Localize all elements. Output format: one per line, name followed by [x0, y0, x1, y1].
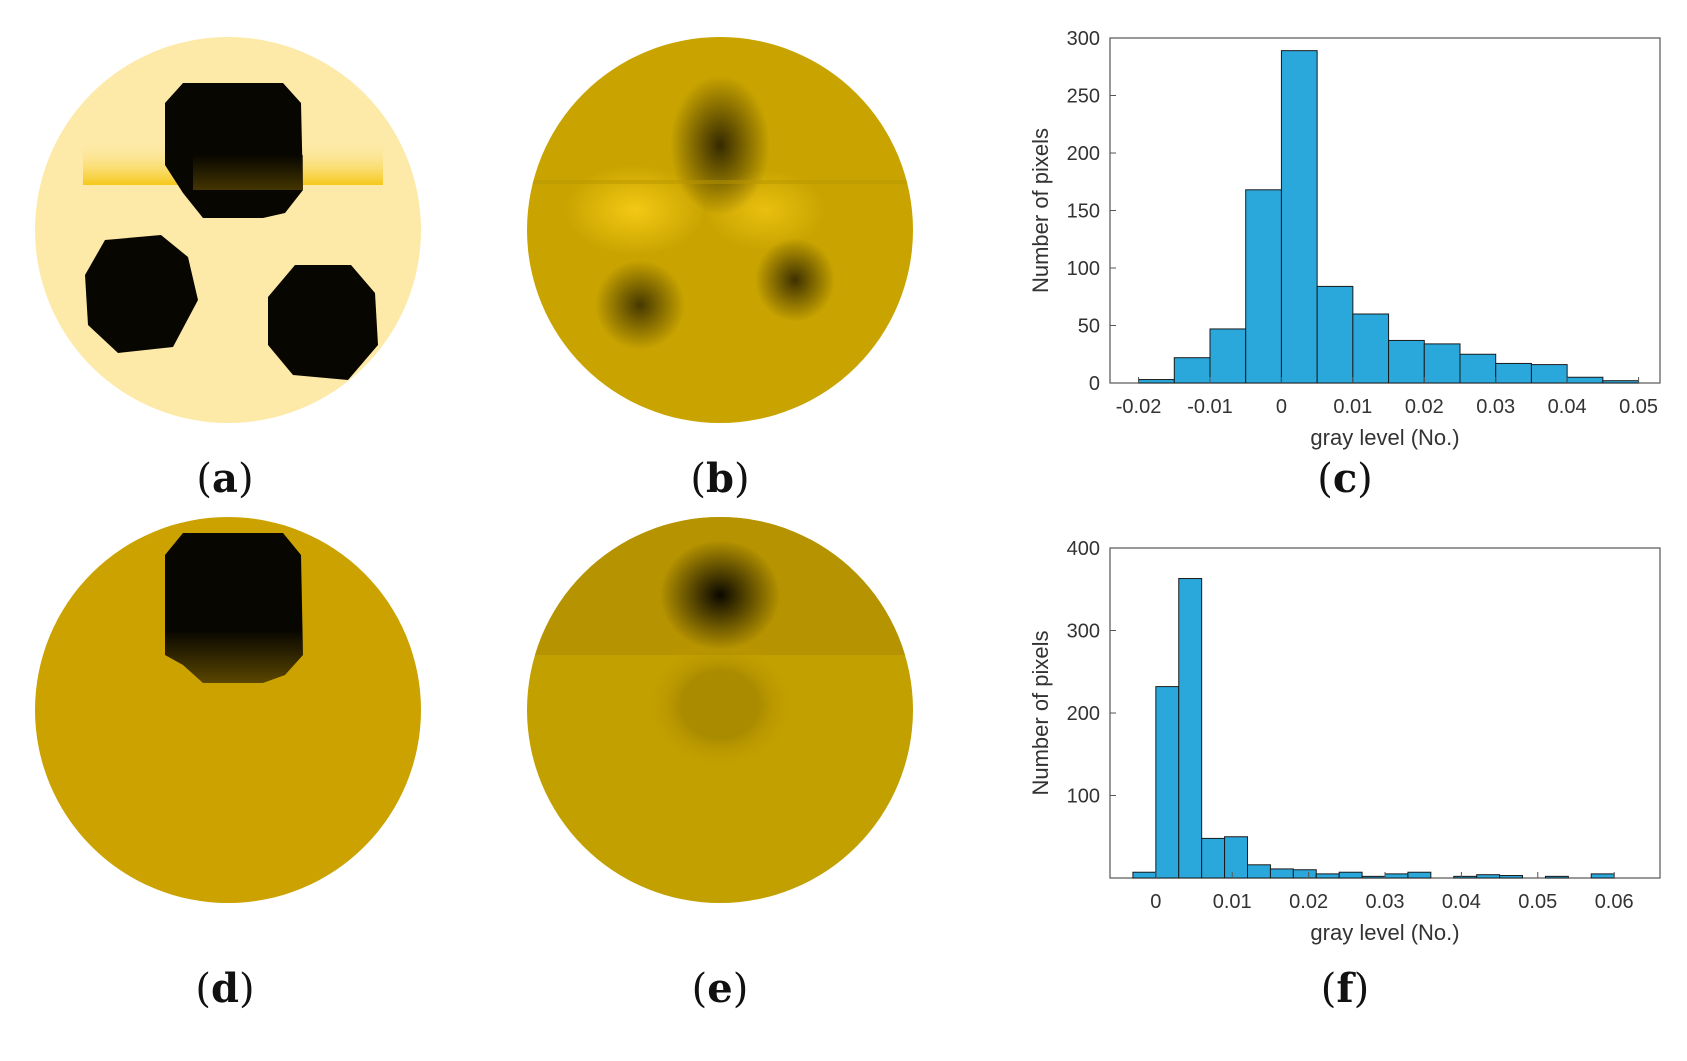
histogram-bar [1338, 871, 1363, 879]
inclusion-left [85, 235, 198, 353]
x-tick-label: 0.04 [1548, 396, 1587, 418]
y-tick-label: 400 [1067, 538, 1100, 560]
histogram-bar [1280, 50, 1318, 384]
y-tick-label: 150 [1067, 201, 1100, 223]
caption-d: (d) [195, 965, 255, 1012]
histogram-bar [1544, 875, 1569, 879]
histogram-bar [1388, 339, 1425, 384]
caption-b: (b) [690, 455, 750, 502]
inclusion-right [268, 265, 378, 380]
x-axis-label: gray level (No.) [1310, 920, 1459, 945]
histogram-bar [1384, 873, 1409, 879]
caption-c: (c) [1317, 455, 1373, 502]
x-tick-label: 0.03 [1476, 396, 1515, 418]
caption-letter: a [212, 455, 238, 502]
histogram-bar [1132, 871, 1157, 879]
x-tick-label: 0 [1150, 891, 1161, 913]
x-tick-label: 0.06 [1595, 891, 1634, 913]
histogram-bar [1453, 875, 1478, 879]
histogram-bar [1459, 353, 1497, 384]
phantom-image-a [35, 37, 421, 423]
histogram-bar [1173, 357, 1211, 384]
caption-e: (e) [691, 965, 749, 1012]
histogram-bar [1209, 328, 1247, 384]
phantom-image-d [35, 517, 421, 903]
histogram-bar [1495, 362, 1532, 384]
y-tick-label: 50 [1078, 316, 1100, 338]
histogram-bar [1292, 869, 1317, 879]
inclusion-top-d [165, 533, 303, 683]
caption-letter: c [1332, 455, 1358, 502]
histogram-bar [1138, 379, 1175, 384]
histogram-bar [1566, 376, 1604, 384]
x-tick-label: 0.03 [1366, 891, 1405, 913]
histogram-bar [1530, 364, 1568, 384]
histogram-bar [1269, 868, 1294, 879]
y-tick-label: 300 [1067, 28, 1100, 50]
y-tick-label: 100 [1067, 258, 1100, 280]
histogram-bar [1201, 837, 1226, 879]
y-tick-label: 0 [1089, 373, 1100, 395]
caption-letter: b [706, 455, 734, 502]
x-tick-label: -0.01 [1187, 396, 1233, 418]
histogram-chart-f: 0 0.01 0.02 0.03 0.04 0.05 0.06 100 200 300 400 g… [1028, 538, 1661, 945]
histogram-chart-c: -0.02 -0.01 0 0.01 0.02 0.03 0.04 0.05 0 50 100 15… [1028, 28, 1661, 450]
x-tick-label: 0.05 [1619, 396, 1658, 418]
histogram-bar [1407, 871, 1432, 879]
histogram-bar [1476, 874, 1501, 879]
histogram-bar [1361, 875, 1386, 879]
x-tick-label: 0.02 [1405, 396, 1444, 418]
x-tick-label: 0.05 [1518, 891, 1557, 913]
histogram-bar [1590, 873, 1615, 879]
reconstruction-image-b [527, 37, 913, 423]
caption-letter: e [707, 965, 733, 1012]
y-axis-label: Number of pixels [1028, 128, 1053, 293]
reconstruction-image-e [527, 517, 913, 903]
caption-letter: d [211, 965, 239, 1012]
y-tick-label: 200 [1067, 703, 1100, 725]
histogram-bar [1316, 285, 1354, 384]
histogram-bar [1155, 686, 1180, 879]
histogram-bar [1245, 189, 1282, 384]
histogram-bar [1247, 864, 1271, 879]
histogram-bar [1352, 313, 1390, 384]
caption-a: (a) [196, 455, 254, 502]
histogram-bar [1315, 873, 1340, 879]
y-axis-label: Number of pixels [1028, 630, 1053, 795]
x-tick-label: 0.01 [1213, 891, 1252, 913]
x-tick-label: 0.01 [1333, 396, 1372, 418]
histogram-bar [1178, 578, 1203, 879]
histogram-bar [1499, 875, 1524, 879]
histogram-bar [1423, 343, 1461, 384]
y-tick-label: 200 [1067, 143, 1100, 165]
x-tick-label: -0.02 [1116, 396, 1162, 418]
y-tick-label: 300 [1067, 621, 1100, 643]
x-axis-label: gray level (No.) [1310, 425, 1459, 450]
histogram-bar [1602, 380, 1640, 384]
histogram-bar [1224, 836, 1248, 879]
y-tick-label: 100 [1067, 786, 1100, 808]
y-tick-label: 250 [1067, 86, 1100, 108]
caption-f: (f) [1320, 965, 1370, 1012]
x-tick-label: 0.04 [1442, 891, 1481, 913]
x-tick-label: 0 [1276, 396, 1287, 418]
x-tick-label: 0.02 [1289, 891, 1328, 913]
caption-letter: f [1336, 965, 1354, 1012]
